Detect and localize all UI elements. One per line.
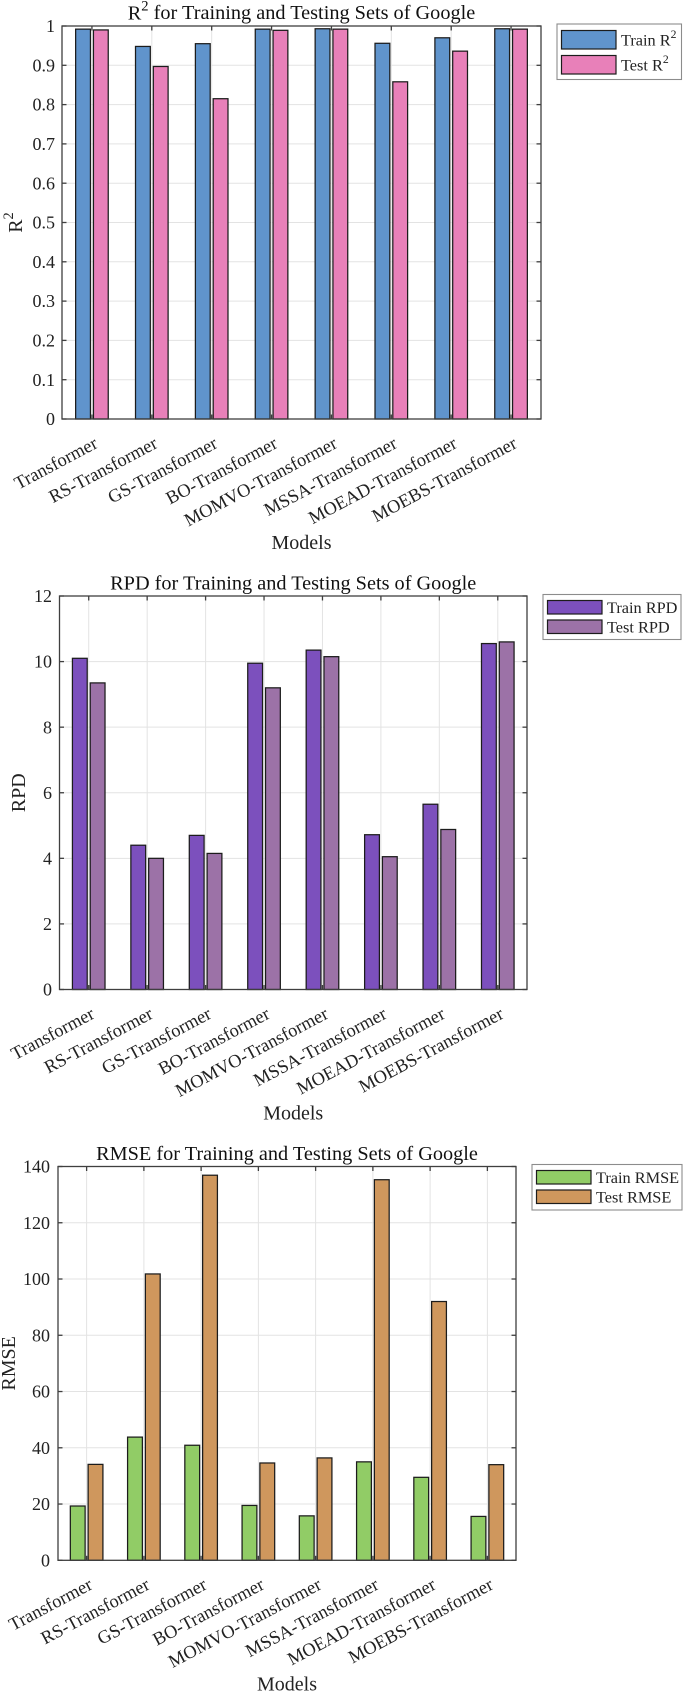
- svg-text:2: 2: [43, 914, 52, 934]
- svg-text:12: 12: [34, 586, 52, 606]
- svg-text:0.9: 0.9: [33, 55, 56, 75]
- svg-text:4: 4: [43, 849, 52, 869]
- svg-text:0.4: 0.4: [33, 252, 56, 272]
- svg-text:RMSE: RMSE: [0, 1336, 20, 1390]
- svg-text:0: 0: [43, 980, 52, 1000]
- svg-text:80: 80: [32, 1325, 50, 1345]
- svg-text:10: 10: [34, 652, 52, 672]
- svg-text:120: 120: [23, 1213, 50, 1233]
- svg-text:0.3: 0.3: [33, 291, 56, 311]
- svg-text:140: 140: [23, 1157, 50, 1177]
- svg-text:20: 20: [32, 1494, 50, 1514]
- svg-text:0.1: 0.1: [33, 370, 56, 390]
- svg-text:Models: Models: [272, 532, 332, 554]
- svg-text:0.5: 0.5: [33, 213, 56, 233]
- svg-text:RPD: RPD: [8, 773, 30, 812]
- svg-text:0.2: 0.2: [33, 331, 56, 351]
- svg-text:Train RPD: Train RPD: [607, 598, 678, 617]
- svg-text:0.8: 0.8: [33, 95, 56, 115]
- svg-text:1: 1: [46, 16, 55, 36]
- svg-text:Test RMSE: Test RMSE: [596, 1187, 671, 1206]
- svg-text:Train R2: Train R2: [621, 28, 677, 49]
- svg-text:Models: Models: [257, 1673, 317, 1691]
- svg-text:8: 8: [43, 717, 52, 737]
- svg-text:Models: Models: [263, 1103, 323, 1125]
- svg-text:Test RPD: Test RPD: [607, 617, 670, 636]
- svg-text:Test R2: Test R2: [621, 53, 669, 74]
- svg-text:60: 60: [32, 1382, 50, 1402]
- svg-text:R2 for Training and Testing Se: R2 for Training and Testing Sets of Goog…: [128, 0, 475, 25]
- svg-text:6: 6: [43, 783, 52, 803]
- svg-text:0: 0: [46, 409, 55, 429]
- svg-text:RMSE for Training and Testing: RMSE for Training and Testing Sets of Go…: [96, 1143, 478, 1165]
- svg-text:Train RMSE: Train RMSE: [596, 1168, 679, 1187]
- svg-text:40: 40: [32, 1438, 50, 1458]
- svg-text:RPD for Training and Testing S: RPD for Training and Testing Sets of Goo…: [110, 573, 476, 595]
- svg-text:0.7: 0.7: [33, 134, 56, 154]
- svg-text:0: 0: [41, 1550, 50, 1570]
- svg-text:0.6: 0.6: [33, 173, 56, 193]
- svg-text:100: 100: [23, 1269, 50, 1289]
